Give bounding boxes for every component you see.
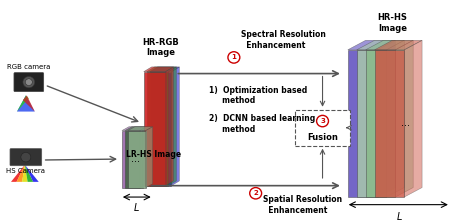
Polygon shape: [395, 40, 413, 197]
Polygon shape: [128, 131, 146, 187]
Text: 1)  Optimization based
     method: 1) Optimization based method: [209, 86, 307, 105]
Text: L: L: [134, 203, 139, 213]
Polygon shape: [17, 165, 25, 182]
Polygon shape: [146, 72, 168, 186]
Polygon shape: [25, 165, 39, 182]
Circle shape: [25, 79, 32, 85]
Circle shape: [317, 115, 328, 127]
Text: HR-RGB
Image: HR-RGB Image: [142, 38, 179, 57]
Text: 1: 1: [231, 54, 237, 60]
Text: Spectral Resolution
  Enhancement: Spectral Resolution Enhancement: [241, 30, 326, 50]
Text: LR-HS Image: LR-HS Image: [126, 150, 181, 159]
Polygon shape: [128, 127, 153, 131]
Polygon shape: [144, 67, 173, 72]
Polygon shape: [165, 67, 173, 186]
Text: 2: 2: [253, 190, 258, 196]
Text: 3: 3: [320, 118, 325, 124]
Polygon shape: [168, 67, 176, 186]
Polygon shape: [11, 165, 25, 182]
Text: HS Camera: HS Camera: [6, 168, 46, 174]
Polygon shape: [122, 131, 140, 187]
Text: 2)  DCNN based learning
     method: 2) DCNN based learning method: [209, 114, 315, 134]
Polygon shape: [357, 50, 386, 197]
Text: Spatial Resolution
  Enhancement: Spatial Resolution Enhancement: [263, 195, 342, 215]
Polygon shape: [143, 127, 150, 187]
FancyBboxPatch shape: [10, 149, 42, 166]
Text: Fusion: Fusion: [307, 133, 338, 142]
Polygon shape: [404, 40, 422, 197]
Polygon shape: [140, 127, 146, 187]
Polygon shape: [17, 95, 29, 112]
Polygon shape: [348, 40, 395, 50]
Polygon shape: [25, 165, 33, 182]
Circle shape: [250, 187, 262, 199]
FancyBboxPatch shape: [295, 110, 350, 146]
Polygon shape: [122, 127, 146, 131]
Polygon shape: [22, 165, 27, 182]
Polygon shape: [374, 50, 404, 197]
Polygon shape: [365, 50, 395, 197]
Polygon shape: [357, 40, 404, 50]
FancyBboxPatch shape: [14, 73, 44, 92]
Text: L: L: [397, 212, 402, 222]
Polygon shape: [348, 50, 377, 197]
Polygon shape: [172, 67, 179, 186]
Polygon shape: [125, 127, 150, 131]
Polygon shape: [365, 40, 413, 50]
Text: ...: ...: [131, 154, 140, 164]
Circle shape: [23, 76, 35, 88]
Text: ...: ...: [401, 118, 410, 128]
Polygon shape: [146, 127, 153, 187]
Polygon shape: [150, 67, 179, 72]
Polygon shape: [17, 95, 35, 112]
Circle shape: [21, 152, 31, 162]
Polygon shape: [23, 95, 35, 112]
Polygon shape: [150, 72, 172, 186]
Polygon shape: [146, 67, 176, 72]
Polygon shape: [125, 131, 143, 187]
Polygon shape: [374, 40, 422, 50]
Polygon shape: [377, 40, 395, 197]
Polygon shape: [386, 40, 404, 197]
Text: RGB camera: RGB camera: [7, 64, 51, 70]
Text: HR-HS
Image: HR-HS Image: [377, 13, 407, 33]
Circle shape: [228, 52, 240, 63]
Polygon shape: [144, 72, 165, 186]
